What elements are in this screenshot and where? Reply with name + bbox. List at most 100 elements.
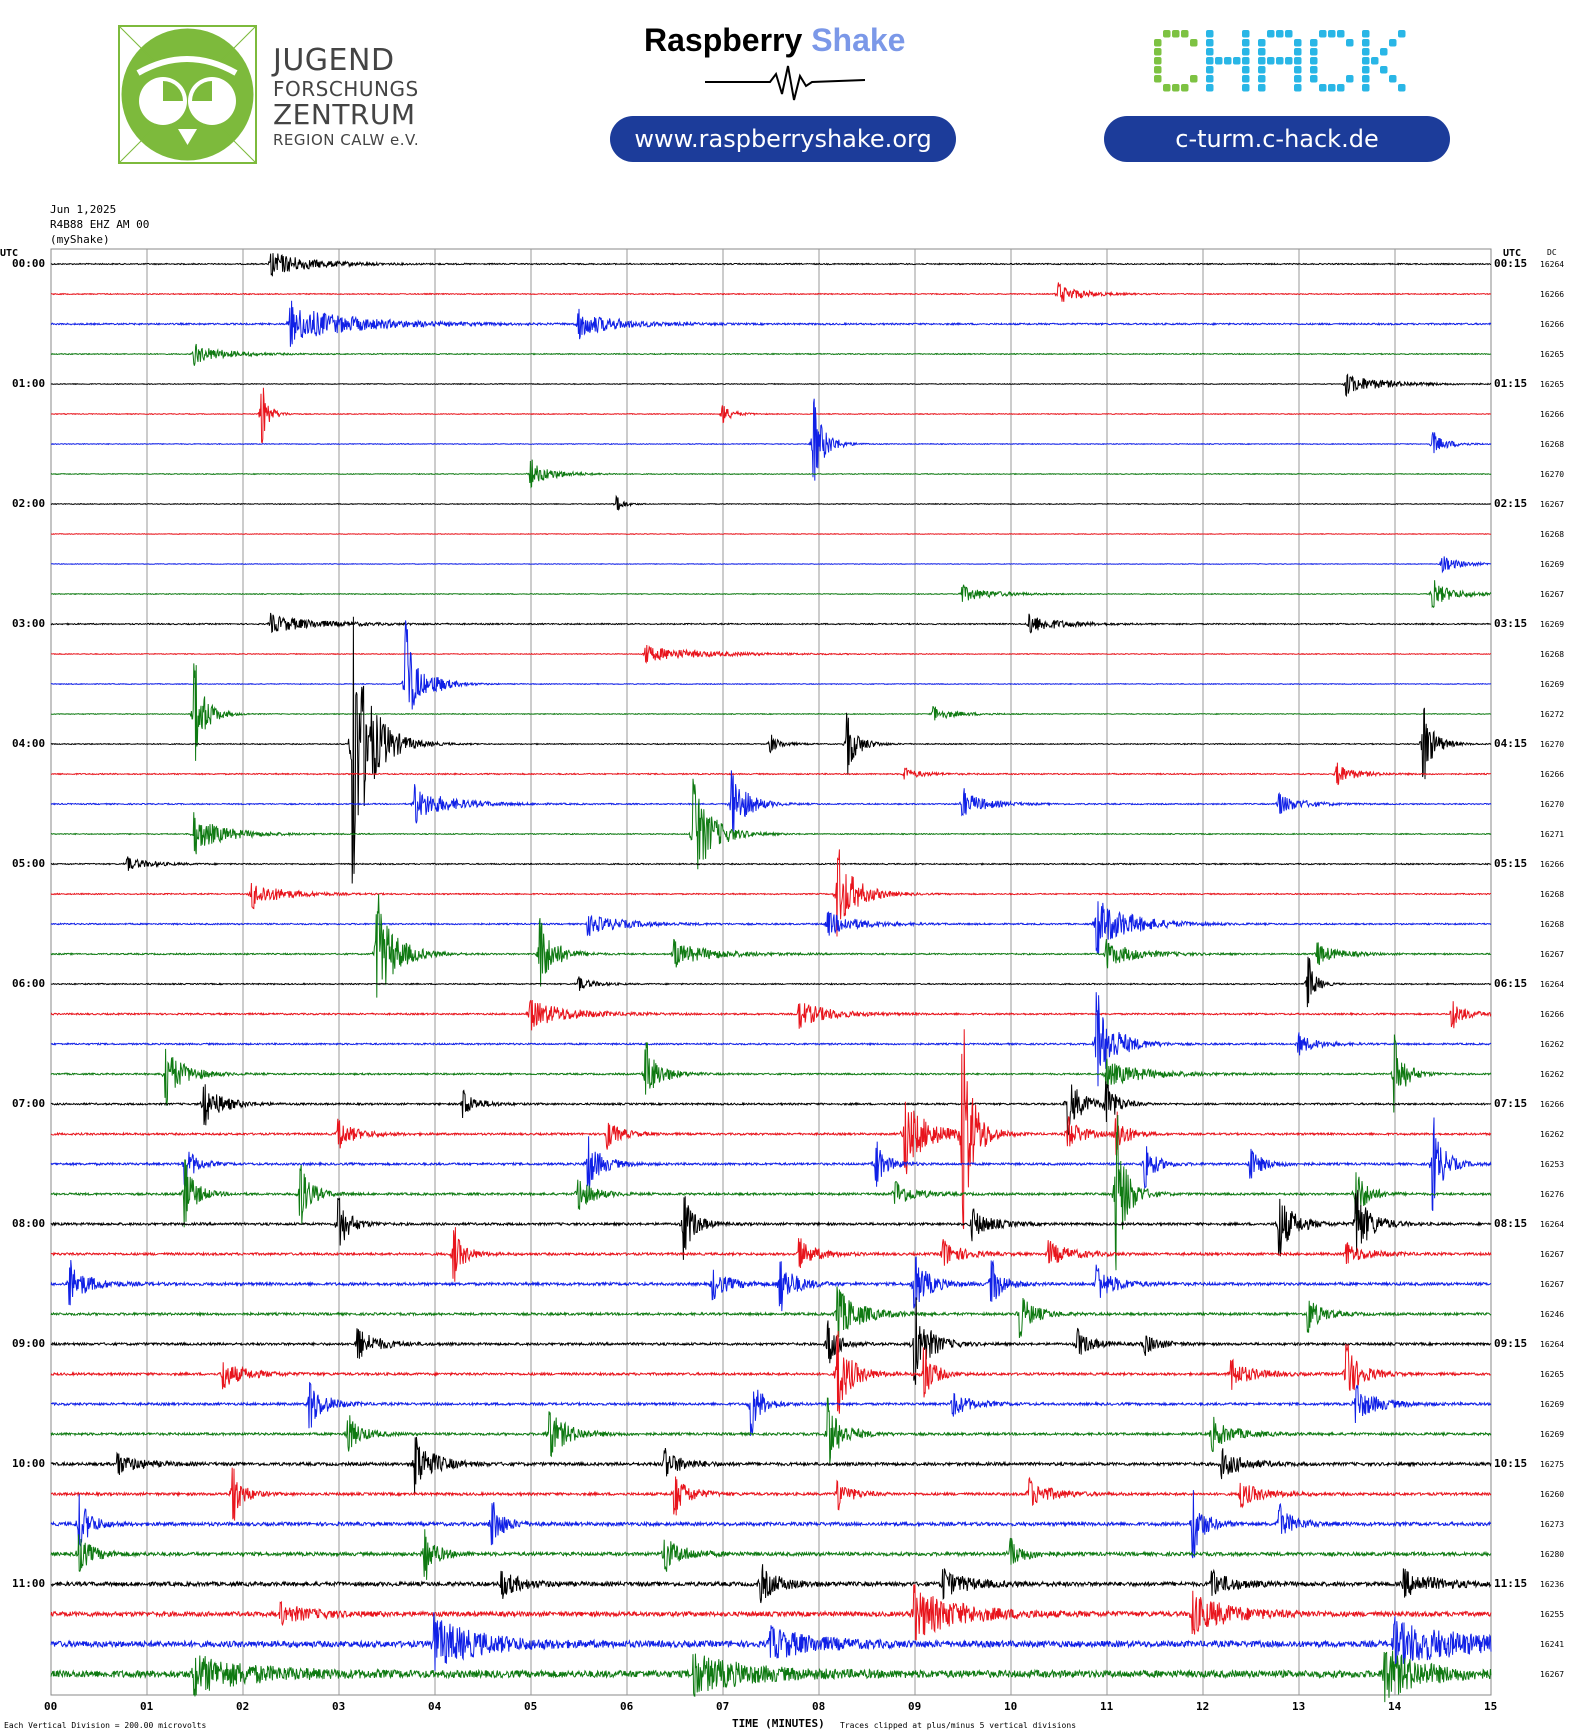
chack-pixel xyxy=(1328,30,1336,38)
chack-pixel xyxy=(1310,57,1318,65)
seismic-trace xyxy=(50,1117,1492,1212)
chack-pixel xyxy=(1172,30,1180,38)
dc-offset-label: 16264 xyxy=(1540,260,1565,269)
left-hour-label: 03:00 xyxy=(12,617,46,630)
seismic-trace xyxy=(50,1227,1492,1282)
chack-pixel xyxy=(1294,39,1302,47)
dc-offset-label: 16267 xyxy=(1540,1670,1565,1679)
raspberry-shake-title: Raspberry Shake xyxy=(644,22,905,59)
station-code: R4B88 EHZ AM 00 xyxy=(50,218,150,231)
seismic-trace xyxy=(50,644,1492,664)
dc-offset-label: 16280 xyxy=(1540,1550,1565,1559)
dc-offset-label: 16255 xyxy=(1540,1610,1565,1619)
dc-offset-label: 16267 xyxy=(1540,1280,1565,1289)
dc-offset-label: 16269 xyxy=(1540,680,1565,689)
x-tick-label: 00 xyxy=(44,1700,58,1713)
seismic-trace xyxy=(50,1564,1492,1604)
dc-offset-label: 16264 xyxy=(1540,1220,1565,1229)
dc-offset-label: 16266 xyxy=(1540,1010,1565,1019)
dc-offset-label: 16267 xyxy=(1540,950,1565,959)
chack-pixel-logo-icon xyxy=(1154,30,1406,92)
seismic-trace xyxy=(50,856,1492,871)
x-tick-label: 08 xyxy=(812,1700,826,1713)
chack-pixel xyxy=(1398,30,1406,38)
chack-pixel xyxy=(1242,75,1250,83)
minute-gridlines xyxy=(146,249,1396,1695)
chack-pixel xyxy=(1190,75,1198,83)
chack-pixel xyxy=(1319,30,1327,38)
raspberry-shake-url[interactable]: www.raspberryshake.org xyxy=(610,116,956,162)
scale-note: Each Vertical Division = 200.00 microvol… xyxy=(4,1721,207,1730)
dc-offset-label: 16269 xyxy=(1540,620,1565,629)
dc-offset-label: 16270 xyxy=(1540,800,1565,809)
chack-pixel xyxy=(1380,66,1388,74)
x-tick-label: 11 xyxy=(1100,1700,1114,1713)
seismic-trace xyxy=(50,762,1492,786)
seismic-trace xyxy=(50,1081,1492,1137)
chack-pixel xyxy=(1242,30,1250,38)
dc-offset-label: 16260 xyxy=(1540,1490,1565,1499)
right-axis-title: UTC xyxy=(1503,248,1522,259)
chack-pixel xyxy=(1206,39,1214,47)
right-hour-label: 08:15 xyxy=(1494,1217,1528,1230)
left-hour-label: 10:00 xyxy=(12,1457,46,1470)
seismic-trace xyxy=(51,398,1492,481)
dc-offset-label: 16266 xyxy=(1540,290,1565,299)
chack-pixel xyxy=(1154,66,1162,74)
dc-offset-label: 16268 xyxy=(1540,890,1565,899)
chack-pixel xyxy=(1310,39,1318,47)
chack-pixel xyxy=(1362,39,1370,47)
seismic-trace xyxy=(50,901,1492,955)
chack-pixel xyxy=(1294,57,1302,65)
dc-title: DC xyxy=(1547,248,1557,257)
jfz-line3: ZENTRUM xyxy=(273,98,416,131)
seismic-trace xyxy=(50,663,1492,761)
chack-pixel xyxy=(1346,39,1354,47)
left-hour-label: 04:00 xyxy=(12,737,46,750)
seismic-trace xyxy=(50,1297,1492,1385)
left-hour-label: 00:00 xyxy=(12,257,46,270)
right-hour-label: 02:15 xyxy=(1494,497,1528,510)
chack-pixel xyxy=(1154,75,1162,83)
chack-pixel xyxy=(1181,30,1189,38)
left-hour-label: 08:00 xyxy=(12,1217,46,1230)
chack-pixel xyxy=(1206,84,1214,92)
dc-offset-label: 16267 xyxy=(1540,590,1565,599)
chack-pixel xyxy=(1294,84,1302,92)
chack-pixel xyxy=(1206,75,1214,83)
chack-pixel xyxy=(1224,57,1232,65)
chack-pixel xyxy=(1389,75,1397,83)
seismic-trace xyxy=(50,1034,1492,1113)
dc-offset-label: 16267 xyxy=(1540,500,1565,509)
chack-url[interactable]: c-turm.c-hack.de xyxy=(1104,116,1450,162)
chack-pixel xyxy=(1389,39,1397,47)
chack-pixel xyxy=(1294,66,1302,74)
shake-word: Shake xyxy=(811,22,906,58)
seismic-trace xyxy=(50,556,1492,574)
right-hour-label: 00:15 xyxy=(1494,257,1528,270)
chack-pixel xyxy=(1206,48,1214,56)
dc-offset-label: 16267 xyxy=(1540,1250,1565,1259)
chack-pixel xyxy=(1154,39,1162,47)
jfz-line1: JUGEND xyxy=(273,43,395,78)
seismic-trace xyxy=(50,494,1491,511)
chack-pixel xyxy=(1362,30,1370,38)
chack-pixel xyxy=(1163,30,1171,38)
x-tick-label: 13 xyxy=(1292,1700,1306,1713)
dc-offset-label: 16262 xyxy=(1540,1040,1565,1049)
chack-pixel xyxy=(1172,84,1180,92)
chack-pixel xyxy=(1267,57,1275,65)
chack-pixel xyxy=(1242,57,1250,65)
dc-offset-label: 16266 xyxy=(1540,770,1565,779)
x-tick-label: 14 xyxy=(1388,1700,1402,1713)
chack-pixel xyxy=(1258,75,1266,83)
chack-pixel xyxy=(1154,57,1162,65)
seismic-trace xyxy=(50,1584,1492,1641)
x-tick-label: 02 xyxy=(236,1700,250,1713)
chack-pixel xyxy=(1206,30,1214,38)
chack-pixel xyxy=(1258,57,1266,65)
x-axis-title: TIME (MINUTES) xyxy=(732,1717,825,1730)
dc-offset-label: 16269 xyxy=(1540,1400,1565,1409)
dc-offset-label: 16236 xyxy=(1540,1580,1565,1589)
